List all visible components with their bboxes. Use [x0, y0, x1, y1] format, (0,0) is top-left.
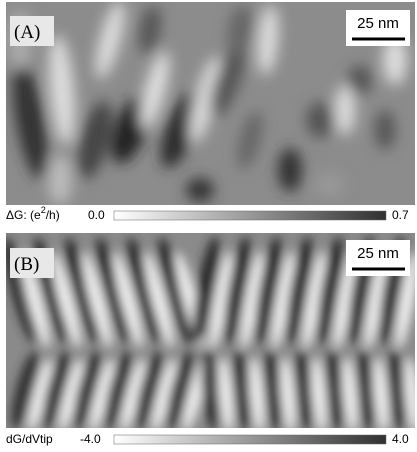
texture — [395, 250, 415, 350]
texture — [166, 351, 194, 428]
texture — [186, 178, 214, 202]
scale-bar-text: 25 nm — [357, 15, 399, 32]
texture — [240, 250, 264, 350]
texture — [144, 251, 174, 349]
texture — [237, 110, 263, 170]
colorbar-label-sup: 2 — [41, 205, 46, 215]
colorbar-label-text: ΔG: (e — [6, 208, 41, 222]
texture — [77, 101, 113, 179]
texture — [158, 236, 192, 344]
texture — [218, 357, 234, 428]
texture — [111, 96, 149, 164]
panel-label: (B) — [14, 254, 39, 275]
texture — [161, 92, 199, 168]
texture — [249, 357, 265, 428]
texture — [152, 358, 176, 428]
texture — [65, 236, 99, 344]
texture — [48, 155, 72, 205]
texture — [383, 35, 407, 85]
texture — [335, 85, 355, 135]
texture — [342, 357, 358, 428]
texture — [49, 35, 75, 145]
texture — [316, 235, 344, 345]
panel-label: (A) — [14, 22, 40, 43]
colorbar-label: dG/dVtip — [6, 432, 53, 446]
texture — [12, 60, 48, 180]
texture — [183, 358, 207, 428]
texture — [263, 350, 283, 428]
texture — [189, 56, 221, 144]
texture — [209, 250, 233, 350]
texture — [140, 51, 170, 129]
colorbar — [113, 210, 387, 221]
colorbar-label: ΔG: (e2/h) — [6, 205, 60, 222]
texture — [90, 358, 114, 428]
texture — [302, 250, 326, 350]
label-bg — [10, 248, 54, 278]
texture — [73, 351, 101, 428]
texture — [311, 357, 327, 428]
texture — [227, 5, 253, 55]
texture — [271, 250, 295, 350]
texture — [348, 65, 372, 95]
texture — [223, 235, 251, 345]
label-bg — [10, 16, 54, 46]
texture — [356, 350, 376, 428]
texture — [325, 350, 345, 428]
texture — [192, 235, 220, 345]
colorbar-min: -4.0 — [80, 432, 101, 446]
texture — [28, 358, 52, 428]
colorbar-max: 0.7 — [392, 208, 409, 222]
texture — [254, 235, 282, 345]
texture — [404, 357, 415, 428]
texture — [210, 42, 246, 118]
colorbar-label-text: /h) — [46, 208, 60, 222]
texture — [257, 5, 279, 75]
colorbar-min: 0.0 — [88, 208, 105, 222]
texture — [82, 251, 112, 349]
texture — [96, 236, 130, 344]
texture — [127, 236, 161, 344]
texture — [139, 5, 161, 55]
texture — [278, 148, 302, 192]
colorbar-max: 4.0 — [392, 432, 409, 446]
texture — [104, 351, 132, 428]
texture — [294, 350, 314, 428]
texture — [375, 110, 395, 150]
texture — [280, 357, 296, 428]
texture — [95, 2, 125, 79]
texture — [232, 350, 252, 428]
texture — [121, 358, 145, 428]
texture — [42, 351, 70, 428]
texture — [201, 350, 221, 428]
texture — [135, 351, 163, 428]
texture — [316, 173, 344, 197]
texture — [11, 351, 39, 428]
scale-bar-text: 25 nm — [357, 245, 399, 262]
texture — [51, 251, 81, 349]
texture — [373, 357, 389, 428]
texture — [387, 350, 407, 428]
texture — [113, 251, 143, 349]
texture — [306, 102, 334, 138]
colorbar — [113, 434, 387, 445]
texture — [285, 235, 313, 345]
texture — [59, 358, 83, 428]
